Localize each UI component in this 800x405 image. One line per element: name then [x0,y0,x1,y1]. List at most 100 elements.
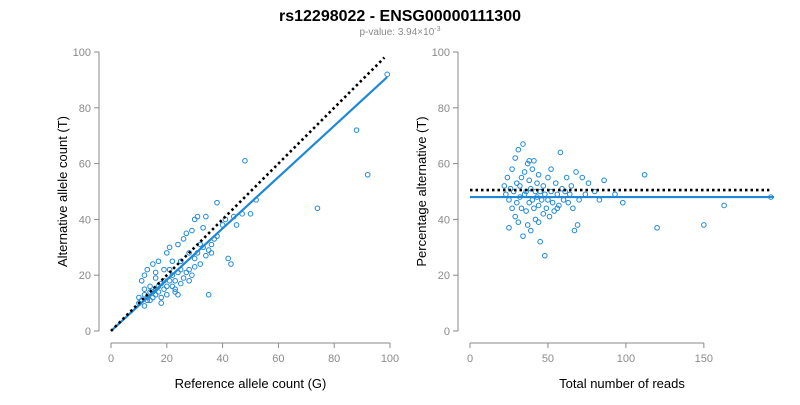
data-point [161,266,167,273]
data-point [535,171,542,178]
data-point [526,177,533,184]
y-tick-label: 80 [438,103,450,115]
data-point [141,286,148,292]
x-tick-label: 50 [542,353,554,365]
data-point [152,269,159,276]
panels-layer: 0 20 40 60 80 100 0 20 40 60 80 100 Reference allele… [55,47,774,391]
data-point [180,236,187,242]
data-point [191,255,198,262]
y-tick-label: 20 [79,270,91,282]
data-point [554,191,561,198]
x-tick-label: 150 [695,353,713,365]
data-point [512,213,519,220]
data-point [155,289,162,295]
data-point [203,252,209,259]
data-point [194,213,201,220]
data-point [158,294,165,301]
data-point [180,275,187,281]
data-point [203,213,209,220]
data-point [515,219,522,225]
p-value-text: p-value: 3.94×10 [359,27,434,38]
x-tick-label: 100 [617,353,635,365]
data-point [546,213,553,220]
data-point [161,286,167,292]
data-point [554,205,561,212]
chart-subtitle: p-value: 3.94×10-3 [359,26,440,38]
data-point [565,199,572,206]
data-point [164,283,170,290]
data-point [549,199,556,206]
data-point [141,272,148,279]
data-point [503,191,509,198]
y-tick-label: 40 [79,214,91,226]
data-point [596,197,603,203]
data-point [509,205,515,212]
data-point [538,197,545,203]
data-point [183,269,190,276]
data-point [177,280,184,287]
data-point [548,188,554,195]
fit-line [110,76,388,332]
data-point [175,241,181,248]
data-point [556,202,562,209]
data-point [543,205,550,212]
data-point [175,291,181,298]
data-point [169,258,176,265]
data-point [166,244,173,251]
data-point [520,141,526,147]
data-point [228,261,234,267]
data-point [573,169,579,175]
data-point [504,174,511,181]
data-point [509,166,515,172]
data-point [521,169,528,175]
data-point [158,300,165,306]
data-point [177,258,184,265]
data-point [225,255,231,262]
data-point [169,283,176,290]
data-point [214,199,220,206]
chart-panel-1: 0 20 40 60 80 100 0 20 40 60 80 100 Reference allele… [55,47,399,391]
data-point [552,180,559,186]
data-point [531,158,537,164]
data-point [353,127,360,133]
data-point [169,272,176,279]
data-point [537,238,543,245]
data-point [314,205,321,212]
data-point [186,250,192,256]
data-point [512,155,519,161]
data-point [540,183,547,189]
data-point [545,197,551,203]
data-point [559,185,565,192]
data-point [513,180,520,186]
chart-title: rs12298022 - ENSG00000111300 [279,8,521,25]
data-point [526,158,533,164]
p-value-exponent: -3 [434,26,440,33]
data-point [200,224,206,231]
data-point [136,294,142,301]
data-point [501,183,508,189]
y-tick-label: 60 [79,159,91,171]
y-tick-label: 100 [73,47,91,59]
y-tick-label: 20 [438,270,450,282]
data-point [152,275,159,281]
data-point [164,250,170,256]
data-point [513,199,520,206]
data-point [172,289,178,295]
data-point [208,241,215,248]
data-point [150,294,156,301]
data-point [540,211,547,217]
data-point [205,291,212,298]
data-point [141,303,148,309]
data-point [189,227,195,234]
data-point [566,191,573,198]
x-tick-label: 60 [272,353,284,365]
data-point [542,191,548,198]
data-point [545,174,551,181]
data-point [152,291,159,298]
data-point [532,216,539,223]
data-point [242,158,248,164]
data-point [364,171,371,178]
data-point [172,286,178,292]
reference-line [110,56,386,332]
